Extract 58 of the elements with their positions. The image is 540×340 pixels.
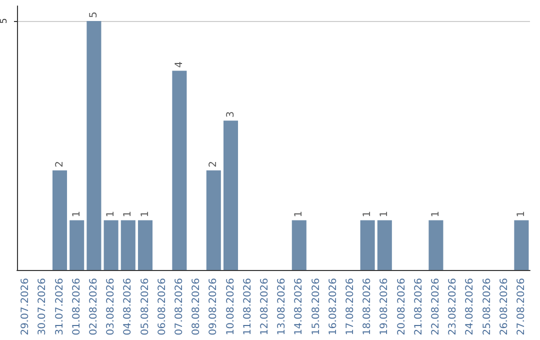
x-tick-label: 25.08.2026 [482,278,493,336]
x-tick-label: 11.08.2026 [242,278,254,336]
data-label: 3 [225,111,236,118]
bar [428,220,444,270]
x-tick-label: 27.08.2026 [516,278,527,336]
x-tick-label: 10.08.2026 [225,278,236,336]
bar [104,220,118,270]
x-tick-label: 07.08.2026 [174,278,185,336]
data-label: 1 [362,210,374,218]
bar [206,170,221,270]
bar [292,220,306,270]
bar [138,220,153,270]
x-tick-label: 24.08.2026 [464,278,476,336]
bar [377,220,392,270]
bar [70,220,84,270]
data-label: 2 [54,161,66,168]
x-tick-label: 09.08.2026 [208,278,220,336]
x-tick-label: 30.07.2026 [37,278,48,336]
x-tick-label: 06.08.2026 [156,278,168,336]
bar [514,220,529,270]
x-tick-label: 04.08.2026 [122,278,134,336]
x-tick-label: 29.07.2026 [20,278,32,336]
x-tick-label: 02.08.2026 [88,278,100,336]
x-tick-label: 08.08.2026 [191,278,202,336]
x-tick-label: 12.08.2026 [259,278,270,336]
bar [172,70,187,270]
data-label: 1 [122,210,134,218]
bar [120,220,136,270]
data-label: 1 [430,210,442,218]
x-tick-label: 20.08.2026 [396,278,408,336]
x-tick-label: 16.08.2026 [328,278,339,336]
data-label: 1 [140,210,151,218]
bar [223,120,238,270]
data-label: 4 [174,61,185,68]
bar [86,20,102,270]
data-label: 1 [516,210,527,218]
x-tick-label: 15.08.2026 [310,278,322,336]
data-label: 1 [379,210,390,218]
x-tick-label: 22.08.2026 [430,278,442,336]
data-label: 1 [71,210,82,218]
x-tick-label: 17.08.2026 [344,278,356,336]
data-label: 2 [208,161,220,168]
data-label: 5 [88,12,100,18]
x-tick-label: 19.08.2026 [379,278,390,336]
bar [52,170,68,270]
x-tick-label: 05.08.2026 [140,278,151,336]
data-label: 1 [294,210,305,218]
bar [360,220,375,270]
x-tick-label: 13.08.2026 [276,278,288,336]
x-tick-label: 23.08.2026 [448,278,459,336]
x-tick-label: 31.07.2026 [54,278,66,336]
x-tick-label: 26.08.2026 [498,278,510,336]
x-tick-label: 01.08.2026 [71,278,82,336]
x-tick-label: 14.08.2026 [294,278,305,336]
data-label: 1 [106,210,117,218]
x-tick-label: 03.08.2026 [106,278,117,336]
x-tick-label: 18.08.2026 [362,278,374,336]
x-tick-label: 21.08.2026 [413,278,424,336]
